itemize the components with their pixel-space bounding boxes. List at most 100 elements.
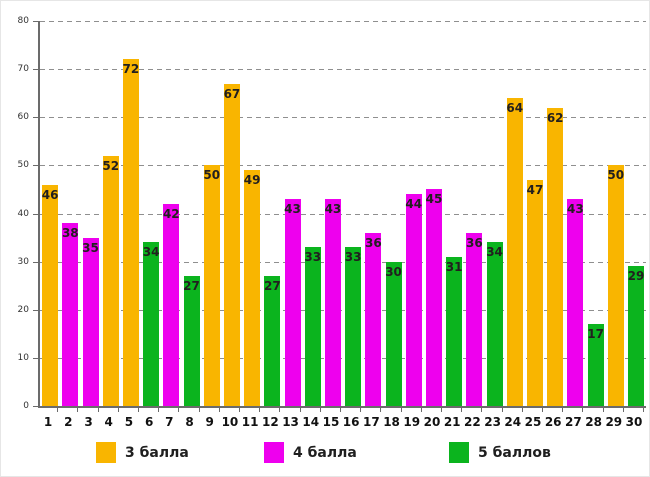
x-axis-label: 4 xyxy=(104,415,113,429)
bar-9: 50 xyxy=(203,165,220,406)
legend-swatch-4-balla-icon xyxy=(264,442,284,463)
y-axis-label: 60 xyxy=(17,112,29,123)
x-axis-label: 15 xyxy=(322,415,340,429)
x-axis-tick xyxy=(523,408,544,412)
x-axis-tick xyxy=(159,408,180,412)
bar-2: 38 xyxy=(62,223,79,406)
bar-17: 36 xyxy=(365,233,382,406)
bar-slot: 27 xyxy=(262,276,282,406)
bar-slot: 33 xyxy=(343,247,363,406)
bar-slot: 67 xyxy=(222,84,242,406)
x-axis-tick xyxy=(381,408,402,412)
x-axis-label: 8 xyxy=(185,415,194,429)
bar-29: 50 xyxy=(607,165,625,406)
bar-value-label: 43 xyxy=(284,202,301,216)
x-axis-tick xyxy=(462,408,483,412)
bar-slot: 45 xyxy=(424,189,444,406)
x-axis-labels: 1 2 3 4 5 6 7 8 9 10 11 12 13 14 15 16 17 18 19 20 21 22 23 24 2… xyxy=(38,415,644,429)
x-axis-label: 18 xyxy=(383,415,400,429)
bar-value-label: 34 xyxy=(486,245,503,259)
bar-slot: 34 xyxy=(484,242,504,406)
x-axis-label: 14 xyxy=(302,415,320,429)
x-axis-label: 28 xyxy=(585,415,602,429)
bar-25: 47 xyxy=(527,180,543,406)
bar-19: 44 xyxy=(405,194,423,406)
bar-slot: 50 xyxy=(606,165,626,406)
legend-swatch-3-balla-icon xyxy=(96,442,116,463)
bar-26: 62 xyxy=(547,108,564,406)
bar-slot: 46 xyxy=(40,185,60,406)
bar-slot: 44 xyxy=(404,194,424,406)
y-axis-label: 70 xyxy=(17,64,29,75)
bar-slot: 64 xyxy=(505,98,525,406)
bar-13: 43 xyxy=(284,199,301,406)
x-axis-tick xyxy=(341,408,362,412)
bar-10: 67 xyxy=(224,84,240,406)
bar-value-label: 33 xyxy=(344,250,362,264)
x-axis-label: 13 xyxy=(282,415,299,429)
bar-value-label: 42 xyxy=(162,207,180,221)
legend-item-5-ballov: 5 баллов xyxy=(449,442,551,463)
gridline xyxy=(40,213,646,215)
y-axis-labels: 0 10 20 30 40 50 60 70 80 xyxy=(1,16,32,411)
x-axis-label: 22 xyxy=(464,415,481,429)
bar-value-label: 43 xyxy=(324,202,342,216)
bar-slot: 72 xyxy=(121,59,141,406)
y-axis-tick xyxy=(33,309,38,311)
x-axis-label: 27 xyxy=(565,415,582,429)
bar-value-label: 27 xyxy=(183,279,200,293)
legend-label-3-balla: 3 балла xyxy=(125,444,189,461)
bar-slot: 43 xyxy=(282,199,302,406)
bar-slot: 62 xyxy=(545,108,565,406)
bar-slot: 47 xyxy=(525,180,545,406)
bar-14: 33 xyxy=(304,247,321,406)
x-axis-label: 12 xyxy=(261,415,279,429)
x-axis-label: 26 xyxy=(544,415,562,429)
bar-value-label: 50 xyxy=(607,168,625,182)
gridline xyxy=(40,69,646,71)
x-axis-label: 17 xyxy=(363,415,380,429)
bar-slot: 30 xyxy=(383,262,403,406)
legend-item-4-balla: 4 балла xyxy=(264,442,357,463)
x-axis-tick xyxy=(321,408,342,412)
bar-value-label: 36 xyxy=(466,236,483,250)
y-axis-label: 30 xyxy=(17,256,29,267)
y-axis-tick xyxy=(33,69,38,71)
bar-value-label: 30 xyxy=(385,265,402,279)
legend-swatch-5-ballov-icon xyxy=(449,442,469,463)
x-axis-tick xyxy=(503,408,523,412)
x-axis-label: 6 xyxy=(144,415,154,429)
bar-slot: 43 xyxy=(565,199,585,406)
bar-12: 27 xyxy=(264,276,281,406)
bar-value-label: 17 xyxy=(587,327,604,341)
x-axis-label: 3 xyxy=(84,415,93,429)
y-axis-tick xyxy=(33,261,38,263)
bar-slot: 29 xyxy=(626,266,646,406)
x-axis-tick xyxy=(583,408,604,412)
bar-slot: 49 xyxy=(242,170,262,406)
y-axis-label: 0 xyxy=(23,401,29,411)
bar-8: 27 xyxy=(183,276,200,406)
x-axis-tick xyxy=(220,408,241,412)
gridline xyxy=(40,261,646,263)
bar-value-label: 47 xyxy=(526,183,544,197)
x-axis-tick xyxy=(119,408,140,412)
bar-11: 49 xyxy=(244,170,260,406)
bar-slot: 35 xyxy=(80,238,100,406)
bar-slot: 36 xyxy=(363,233,383,406)
bar-value-label: 64 xyxy=(506,101,524,115)
bar-slot: 27 xyxy=(181,276,201,406)
bar-18: 30 xyxy=(385,262,402,406)
x-axis-tick xyxy=(422,408,443,412)
bar-value-label: 44 xyxy=(405,197,423,211)
bar-27: 43 xyxy=(567,199,584,406)
y-axis-tick xyxy=(33,357,38,359)
x-axis-label: 7 xyxy=(165,415,174,429)
bar-slot: 17 xyxy=(585,324,605,406)
x-axis-label: 11 xyxy=(241,415,259,429)
bar-slot: 43 xyxy=(323,199,343,406)
bar-4: 52 xyxy=(102,156,119,406)
x-axis-label: 29 xyxy=(605,415,623,429)
bar-value-label: 67 xyxy=(223,87,241,101)
x-axis-tick xyxy=(402,408,422,412)
